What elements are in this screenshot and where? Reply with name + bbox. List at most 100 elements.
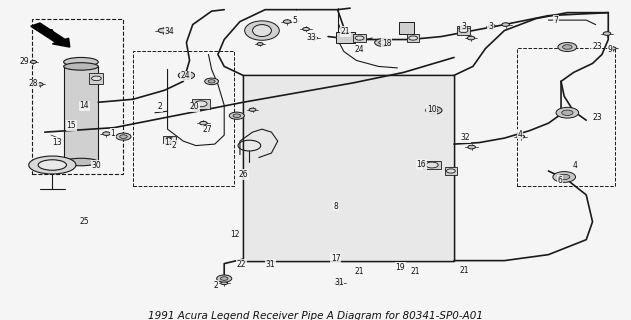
Circle shape bbox=[426, 107, 442, 114]
Bar bbox=[517, 49, 615, 186]
Bar bbox=[445, 167, 457, 175]
Bar bbox=[192, 99, 209, 108]
Text: 8: 8 bbox=[333, 202, 338, 211]
Text: 23: 23 bbox=[592, 113, 602, 122]
Bar bbox=[32, 19, 124, 174]
Circle shape bbox=[283, 20, 291, 23]
Circle shape bbox=[229, 112, 244, 119]
Text: 4: 4 bbox=[517, 130, 522, 139]
Text: 31: 31 bbox=[266, 260, 275, 269]
Text: 27: 27 bbox=[203, 125, 212, 134]
Text: 9: 9 bbox=[608, 44, 613, 53]
Circle shape bbox=[195, 101, 207, 107]
Text: 3: 3 bbox=[461, 21, 466, 31]
Circle shape bbox=[116, 133, 131, 140]
Bar bbox=[457, 26, 469, 35]
Text: 32: 32 bbox=[461, 133, 470, 142]
Text: 28: 28 bbox=[28, 79, 38, 88]
Bar bbox=[133, 52, 233, 186]
Bar bbox=[407, 34, 420, 42]
Circle shape bbox=[158, 28, 168, 33]
Circle shape bbox=[199, 121, 207, 125]
Ellipse shape bbox=[38, 160, 66, 170]
Circle shape bbox=[502, 23, 509, 26]
Circle shape bbox=[30, 60, 37, 63]
Circle shape bbox=[303, 28, 309, 31]
Bar bbox=[64, 67, 98, 162]
Text: 19: 19 bbox=[396, 263, 405, 272]
Circle shape bbox=[468, 145, 475, 149]
Circle shape bbox=[517, 135, 524, 139]
Text: 21: 21 bbox=[355, 267, 364, 276]
Circle shape bbox=[216, 275, 232, 282]
Circle shape bbox=[558, 43, 577, 52]
Circle shape bbox=[459, 28, 468, 33]
Text: 21: 21 bbox=[340, 27, 350, 36]
Bar bbox=[163, 136, 175, 143]
Ellipse shape bbox=[252, 25, 271, 36]
Text: 10: 10 bbox=[427, 105, 437, 114]
Circle shape bbox=[459, 26, 467, 29]
Text: 6: 6 bbox=[557, 176, 562, 185]
Text: 12: 12 bbox=[230, 230, 240, 239]
Text: 15: 15 bbox=[66, 121, 76, 130]
Text: 21: 21 bbox=[410, 267, 420, 276]
Text: 17: 17 bbox=[331, 254, 341, 263]
Bar bbox=[353, 34, 366, 42]
Circle shape bbox=[220, 277, 228, 280]
Text: 5: 5 bbox=[292, 16, 297, 25]
Text: 14: 14 bbox=[80, 101, 89, 110]
Text: 11: 11 bbox=[165, 139, 174, 148]
Circle shape bbox=[430, 108, 438, 112]
Circle shape bbox=[556, 107, 579, 118]
Circle shape bbox=[103, 132, 110, 135]
Text: 30: 30 bbox=[91, 161, 101, 170]
Circle shape bbox=[208, 80, 215, 83]
Text: 2: 2 bbox=[158, 102, 162, 111]
Circle shape bbox=[603, 32, 611, 35]
Bar bbox=[90, 73, 103, 84]
Text: 34: 34 bbox=[165, 27, 174, 36]
Text: 20: 20 bbox=[190, 102, 199, 111]
Circle shape bbox=[165, 138, 174, 142]
Circle shape bbox=[355, 36, 364, 40]
Circle shape bbox=[488, 24, 495, 28]
Circle shape bbox=[91, 76, 101, 81]
Ellipse shape bbox=[64, 58, 98, 67]
FancyArrow shape bbox=[31, 23, 70, 47]
Text: 7: 7 bbox=[553, 16, 558, 25]
Circle shape bbox=[310, 36, 317, 40]
Text: 2: 2 bbox=[214, 281, 218, 290]
Text: 24: 24 bbox=[355, 44, 364, 53]
Circle shape bbox=[375, 39, 391, 46]
Text: 33: 33 bbox=[307, 33, 317, 42]
Ellipse shape bbox=[64, 63, 98, 70]
Text: FR.: FR. bbox=[44, 29, 57, 38]
Text: 26: 26 bbox=[239, 170, 248, 179]
Text: 13: 13 bbox=[52, 138, 62, 147]
Text: 1: 1 bbox=[110, 129, 115, 138]
Circle shape bbox=[426, 162, 438, 168]
Text: 29: 29 bbox=[20, 57, 30, 66]
Bar bbox=[336, 32, 355, 43]
Circle shape bbox=[178, 71, 194, 79]
Text: 21: 21 bbox=[460, 266, 469, 275]
Circle shape bbox=[467, 36, 475, 40]
Circle shape bbox=[563, 45, 572, 49]
Circle shape bbox=[221, 281, 228, 284]
Text: 2: 2 bbox=[172, 141, 176, 150]
Circle shape bbox=[257, 43, 263, 45]
Ellipse shape bbox=[245, 21, 280, 40]
Circle shape bbox=[562, 110, 573, 116]
Circle shape bbox=[182, 74, 191, 77]
Ellipse shape bbox=[29, 156, 76, 174]
Text: 24: 24 bbox=[181, 71, 191, 81]
Text: 3: 3 bbox=[488, 21, 493, 31]
Circle shape bbox=[37, 83, 43, 86]
Circle shape bbox=[204, 78, 218, 85]
Text: 16: 16 bbox=[416, 160, 426, 169]
Circle shape bbox=[233, 114, 240, 117]
Circle shape bbox=[447, 169, 456, 173]
Text: 31: 31 bbox=[334, 278, 344, 287]
Circle shape bbox=[249, 108, 256, 111]
